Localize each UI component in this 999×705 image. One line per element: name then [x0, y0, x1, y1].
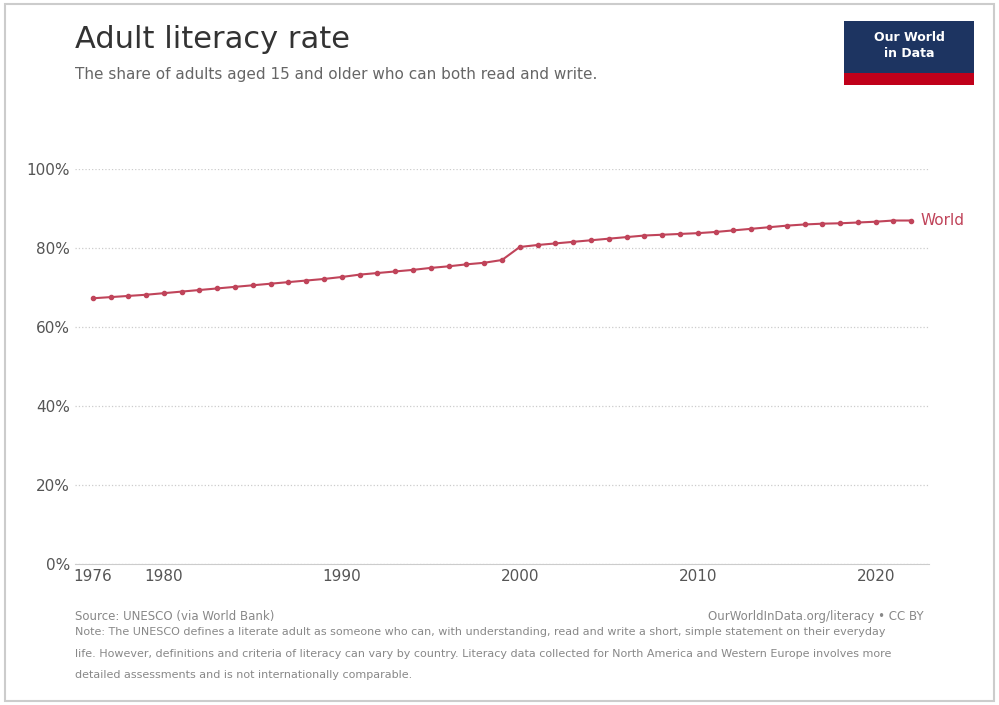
Text: Our World
in Data: Our World in Data	[874, 31, 944, 60]
Text: The share of adults aged 15 and older who can both read and write.: The share of adults aged 15 and older wh…	[75, 67, 597, 82]
Text: World: World	[920, 213, 964, 228]
Text: detailed assessments and is not internationally comparable.: detailed assessments and is not internat…	[75, 670, 413, 680]
Text: life. However, definitions and criteria of literacy can vary by country. Literac: life. However, definitions and criteria …	[75, 649, 891, 658]
Text: OurWorldInData.org/literacy • CC BY: OurWorldInData.org/literacy • CC BY	[708, 610, 924, 623]
Text: Source: UNESCO (via World Bank): Source: UNESCO (via World Bank)	[75, 610, 275, 623]
Text: Note: The UNESCO defines a literate adult as someone who can, with understanding: Note: The UNESCO defines a literate adul…	[75, 627, 885, 637]
Text: Adult literacy rate: Adult literacy rate	[75, 25, 350, 54]
